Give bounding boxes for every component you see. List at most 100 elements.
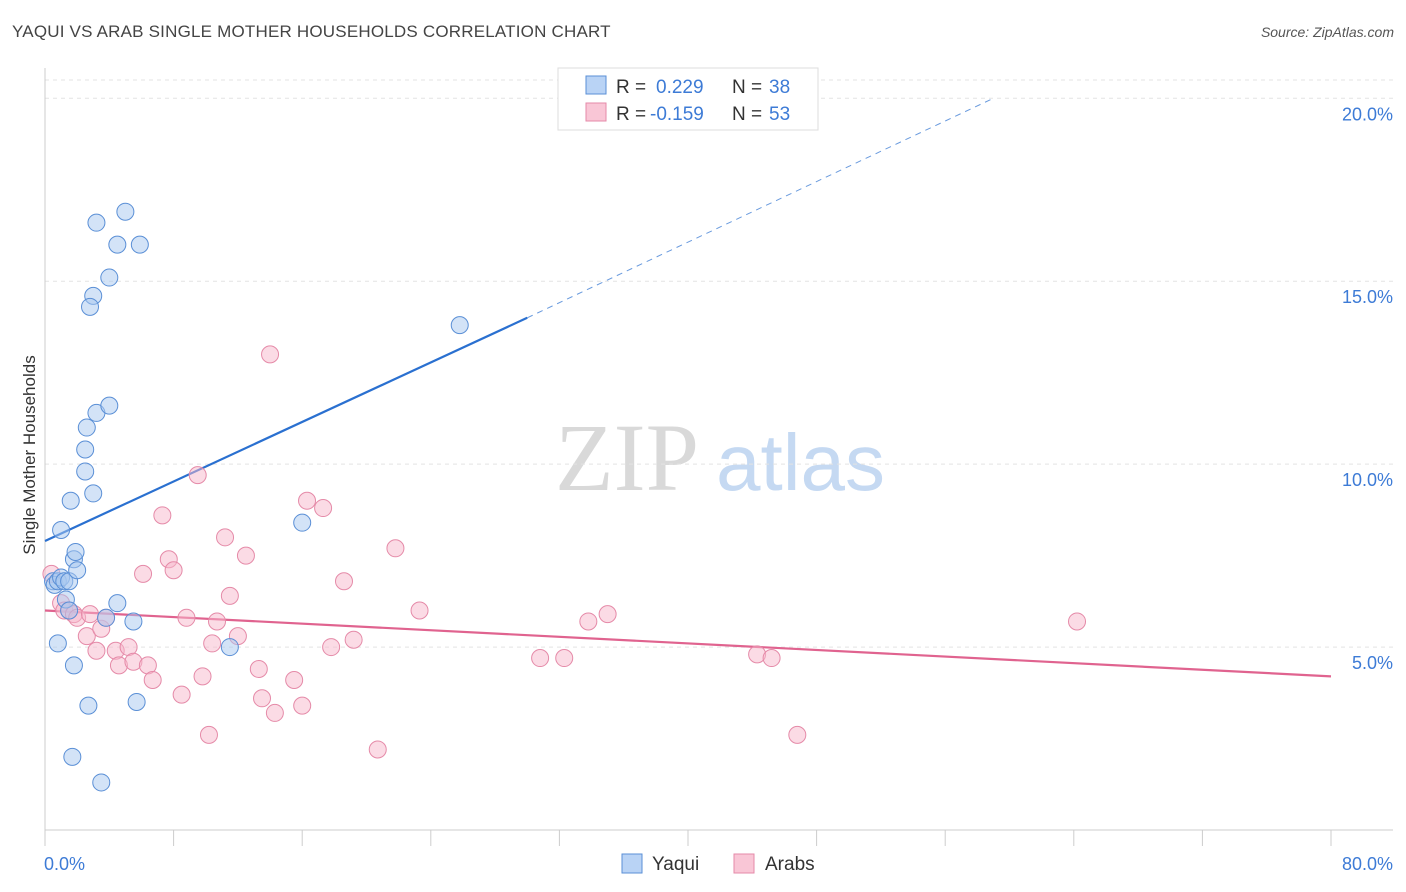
y-tick-label-0: 5.0% <box>1352 653 1393 673</box>
point-arabs-47 <box>555 649 574 668</box>
point-arabs-26 <box>203 634 222 653</box>
point-arabs-52 <box>788 725 807 744</box>
x-tick-label-right: 80.0% <box>1342 854 1393 874</box>
legend-r-value-yaqui: 0.229 <box>656 77 704 98</box>
point-yaqui-31 <box>79 696 98 715</box>
data-points <box>42 202 1087 792</box>
point-yaqui-16 <box>84 484 103 503</box>
point-yaqui-7 <box>52 521 71 539</box>
point-arabs-48 <box>579 612 598 631</box>
bottom-legend-label-arabs: Arabs <box>765 854 815 875</box>
point-yaqui-26 <box>108 594 127 613</box>
point-arabs-39 <box>314 499 333 518</box>
trend-lines <box>44 97 1332 678</box>
point-arabs-29 <box>220 586 239 605</box>
point-arabs-41 <box>334 572 353 591</box>
point-arabs-24 <box>193 667 212 686</box>
point-yaqui-36 <box>220 638 239 657</box>
point-yaqui-32 <box>127 692 146 711</box>
watermark-zip: ZIP <box>555 404 699 511</box>
legend-r-value-arabs: -0.159 <box>650 104 704 125</box>
point-arabs-45 <box>410 601 429 620</box>
point-yaqui-30 <box>64 656 83 675</box>
point-arabs-46 <box>531 649 550 668</box>
legend-swatch-yaqui <box>585 75 607 95</box>
point-yaqui-15 <box>76 462 95 481</box>
point-yaqui-13 <box>76 440 95 459</box>
point-arabs-28 <box>216 528 235 547</box>
point-arabs-18 <box>153 506 172 525</box>
point-yaqui-24 <box>116 202 135 221</box>
point-yaqui-37 <box>450 316 469 335</box>
point-arabs-37 <box>293 696 312 715</box>
point-arabs-6 <box>77 627 96 646</box>
point-yaqui-27 <box>97 608 116 627</box>
bottom-legend-swatch-yaqui <box>621 853 643 874</box>
legend-n-value-arabs: 53 <box>769 104 790 125</box>
watermark-atlas: atlas <box>716 418 885 507</box>
point-arabs-53 <box>1068 612 1087 631</box>
point-yaqui-28 <box>124 612 143 631</box>
point-arabs-36 <box>285 671 304 689</box>
point-yaqui-11 <box>60 601 79 620</box>
y-tick-label-3: 20.0% <box>1342 104 1393 124</box>
source-note: Source: ZipAtlas.com <box>1260 24 1394 40</box>
trend-line-yaqui-extension <box>527 97 994 319</box>
correlation-legend: R = 0.229 N = 38 R = -0.159 N = 53 <box>557 67 819 131</box>
point-yaqui-12 <box>61 491 80 510</box>
point-arabs-40 <box>322 638 341 657</box>
point-yaqui-33 <box>63 747 82 766</box>
point-arabs-20 <box>164 561 183 580</box>
x-tick-label-left: 0.0% <box>44 854 85 874</box>
point-arabs-42 <box>344 630 363 649</box>
point-yaqui-18 <box>100 396 119 415</box>
point-arabs-27 <box>208 612 227 631</box>
point-yaqui-22 <box>87 213 106 232</box>
point-arabs-51 <box>762 649 781 668</box>
y-tick-label-1: 10.0% <box>1342 470 1393 490</box>
bottom-legend-swatch-arabs <box>733 853 755 874</box>
point-arabs-38 <box>298 491 317 510</box>
legend-r-label-yaqui: R = <box>616 77 646 98</box>
legend-n-label-arabs: N = <box>732 104 762 125</box>
point-arabs-49 <box>598 605 617 624</box>
point-arabs-44 <box>386 539 405 558</box>
point-yaqui-29 <box>48 634 67 653</box>
bottom-legend-label-yaqui: Yaqui <box>652 854 699 875</box>
point-arabs-32 <box>249 660 268 679</box>
point-arabs-22 <box>177 608 196 627</box>
point-yaqui-25 <box>130 235 149 254</box>
legend-r-label-arabs: R = <box>616 104 646 125</box>
trend-line-arabs <box>44 609 1332 678</box>
chart-title: YAQUI VS ARAB SINGLE MOTHER HOUSEHOLDS C… <box>12 22 611 41</box>
point-arabs-34 <box>265 703 284 722</box>
y-axis-label: Single Mother Households <box>20 355 39 554</box>
y-tick-label-2: 15.0% <box>1342 287 1393 307</box>
y-tick-labels: 5.0% 10.0% 15.0% 20.0% <box>1342 104 1393 673</box>
point-arabs-8 <box>87 641 106 660</box>
legend-swatch-arabs <box>585 102 607 122</box>
point-arabs-7 <box>81 605 100 624</box>
trend-line-yaqui <box>44 316 528 542</box>
legend-n-value-yaqui: 38 <box>769 77 790 98</box>
point-arabs-15 <box>134 564 153 583</box>
point-yaqui-20 <box>81 297 100 316</box>
point-yaqui-23 <box>108 235 127 254</box>
point-yaqui-8 <box>66 542 85 561</box>
point-arabs-17 <box>143 671 162 689</box>
axes <box>44 68 1393 846</box>
point-arabs-31 <box>236 546 255 565</box>
point-arabs-35 <box>261 345 280 364</box>
point-yaqui-34 <box>92 773 111 792</box>
point-arabs-43 <box>368 740 387 759</box>
point-arabs-25 <box>199 725 218 744</box>
legend-n-label-yaqui: N = <box>732 77 762 98</box>
point-yaqui-21 <box>100 268 119 287</box>
point-arabs-23 <box>188 466 207 485</box>
point-yaqui-9 <box>68 561 87 580</box>
point-yaqui-14 <box>77 418 96 437</box>
point-arabs-21 <box>172 685 191 704</box>
series-legend: Yaqui Arabs <box>621 853 815 875</box>
point-arabs-33 <box>253 689 272 708</box>
